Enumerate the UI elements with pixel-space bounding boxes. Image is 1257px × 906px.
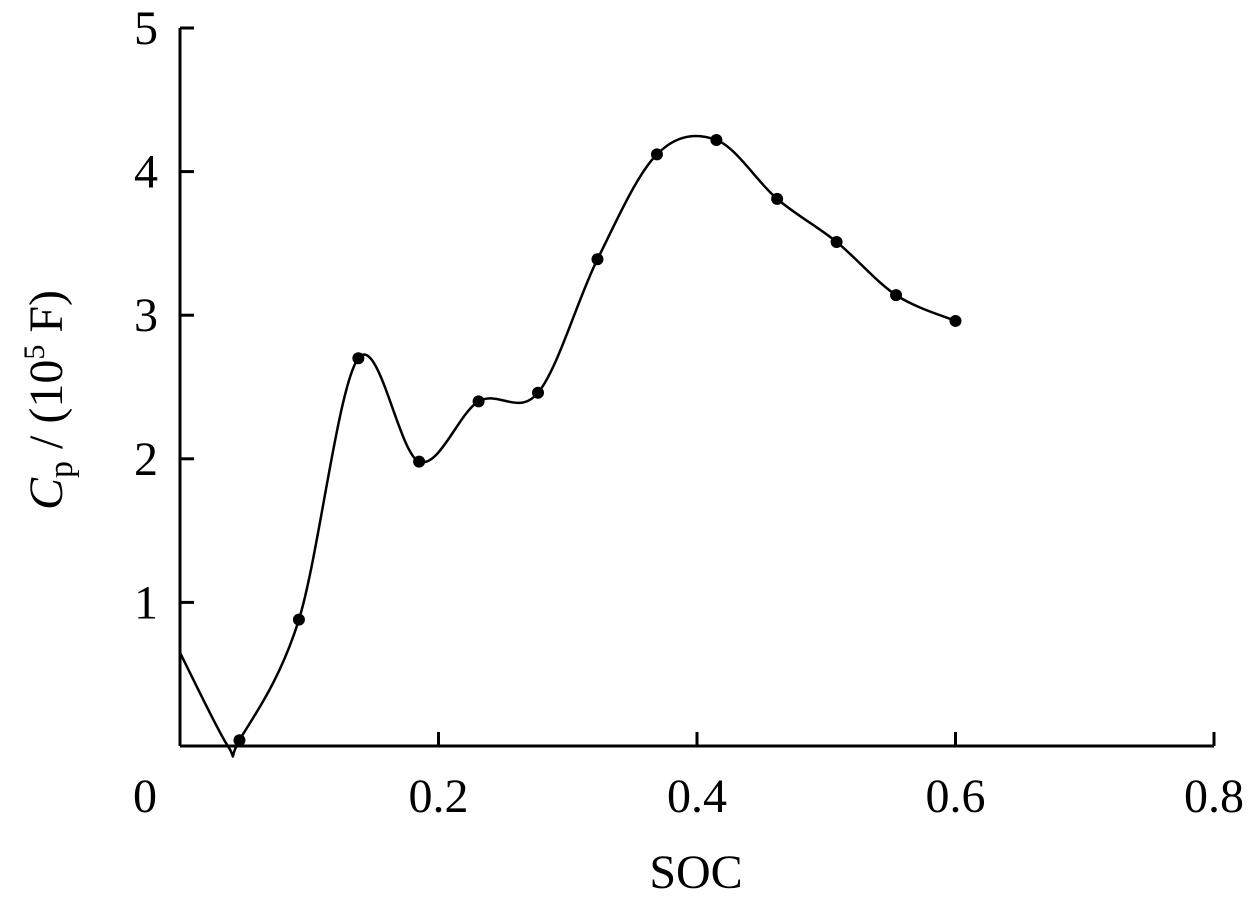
series-markers <box>233 134 962 747</box>
data-point <box>352 352 365 365</box>
y-axis-label-unit-suffix: F) <box>20 290 73 345</box>
x-tick-label: 0.4 <box>667 770 727 823</box>
data-point <box>710 134 723 147</box>
x-tick-label: 0.8 <box>1184 770 1244 823</box>
data-point <box>650 148 663 161</box>
y-axis-label-exponent: 5 <box>18 345 51 360</box>
data-point <box>292 613 305 626</box>
data-point <box>532 386 545 399</box>
x-axis-label: SOC <box>649 846 742 899</box>
series-line <box>178 134 956 758</box>
data-point <box>890 289 903 302</box>
y-axis-label-unit-prefix: / (10 <box>20 360 73 461</box>
x-tick-label: 0 <box>133 770 157 823</box>
data-point <box>771 192 784 205</box>
y-tick-label: 2 <box>134 433 158 486</box>
data-point <box>233 734 246 747</box>
y-tick-label: 3 <box>134 289 158 342</box>
plot-area <box>178 134 962 758</box>
data-point <box>591 253 604 266</box>
data-point <box>413 455 426 468</box>
y-tick-label: 1 <box>134 576 158 629</box>
data-point <box>472 395 485 408</box>
y-tick-label: 5 <box>134 2 158 55</box>
y-axis-label-symbol: C <box>20 477 73 510</box>
y-axis-label-subscript: p <box>43 461 80 478</box>
y-axis-label: Cp / (105 F) <box>18 290 80 510</box>
data-point <box>949 314 962 327</box>
ticks: 0 0.2 0.4 0.6 0.8 1 2 3 4 5 <box>133 2 1244 823</box>
y-tick-label: 4 <box>134 146 158 199</box>
data-point <box>830 235 843 248</box>
x-tick-label: 0.6 <box>926 770 986 823</box>
x-tick-label: 0.2 <box>409 770 469 823</box>
